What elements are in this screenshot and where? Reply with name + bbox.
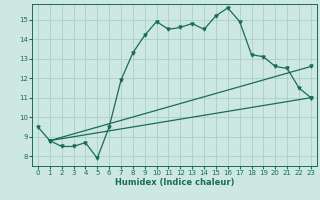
X-axis label: Humidex (Indice chaleur): Humidex (Indice chaleur)	[115, 178, 234, 187]
